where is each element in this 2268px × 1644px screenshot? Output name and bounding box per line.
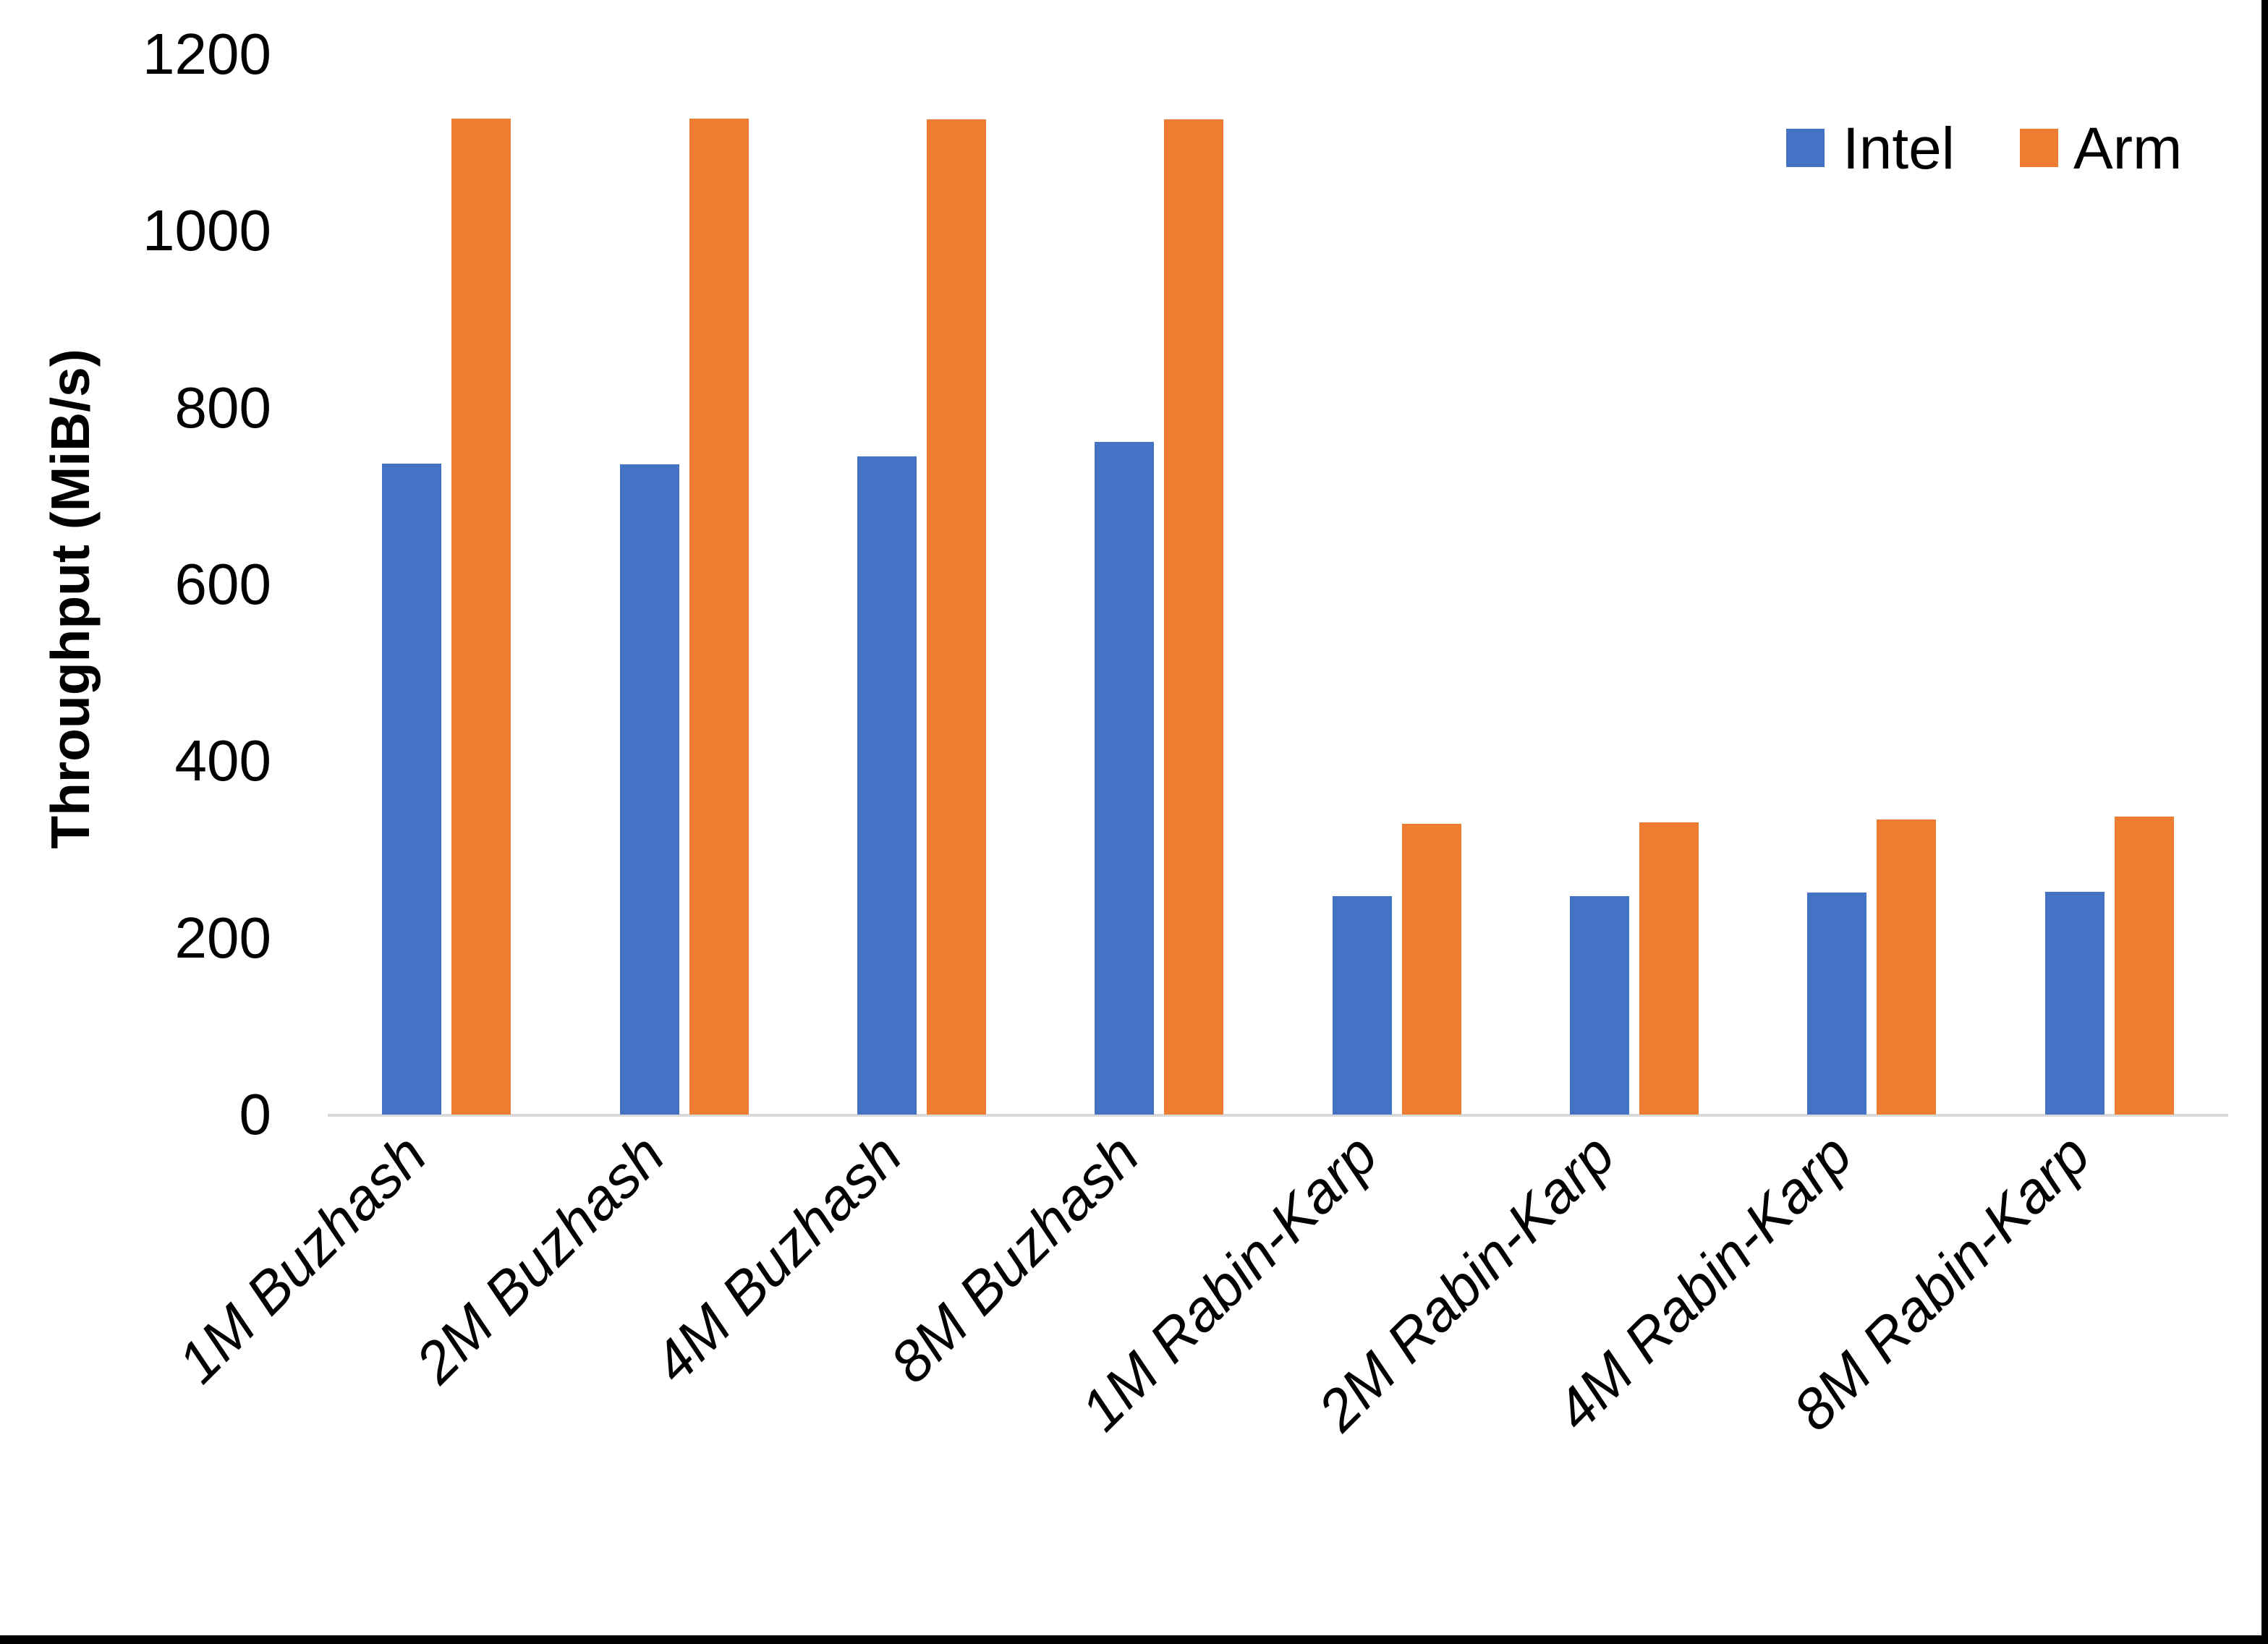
y-axis-tick-label: 400 bbox=[174, 728, 271, 793]
bar-arm-8m-rabin-karp bbox=[2115, 817, 2174, 1115]
bar-intel-4m-rabin-karp bbox=[1807, 893, 1866, 1115]
y-axis-tick-label: 0 bbox=[239, 1082, 272, 1146]
y-axis-tick-label: 600 bbox=[174, 552, 271, 616]
x-axis-category-label: 2M Buzhash bbox=[403, 1122, 677, 1395]
bar-intel-4m-buzhash bbox=[857, 456, 917, 1115]
x-axis-line bbox=[328, 1114, 2228, 1117]
bar-intel-8m-rabin-karp bbox=[2045, 892, 2105, 1115]
bar-intel-1m-buzhash bbox=[382, 464, 441, 1115]
page-bottom-border bbox=[0, 1635, 2268, 1644]
y-axis-tick-label: 800 bbox=[174, 375, 271, 440]
bar-arm-8m-buzhash bbox=[1164, 119, 1223, 1115]
bar-arm-1m-rabin-karp bbox=[1402, 824, 1461, 1115]
legend-label-intel: Intel bbox=[1843, 116, 1955, 182]
bar-intel-1m-rabin-karp bbox=[1333, 896, 1392, 1115]
bar-arm-1m-buzhash bbox=[451, 119, 511, 1115]
x-axis-category-label: 1M Buzhash bbox=[165, 1122, 439, 1395]
page-right-border bbox=[2261, 0, 2268, 1644]
y-axis-tick-label: 200 bbox=[174, 906, 271, 970]
bar-intel-2m-rabin-karp bbox=[1570, 896, 1629, 1115]
legend-label-arm: Arm bbox=[2073, 116, 2183, 182]
y-axis-tick-label: 1200 bbox=[143, 22, 271, 86]
y-axis-tick-label: 1000 bbox=[143, 198, 271, 263]
bar-arm-2m-buzhash bbox=[689, 119, 749, 1115]
legend-swatch-intel bbox=[1786, 129, 1825, 167]
bar-arm-4m-buzhash bbox=[927, 119, 986, 1115]
legend-swatch-arm bbox=[2020, 129, 2058, 167]
bar-intel-2m-buzhash bbox=[620, 464, 679, 1115]
bar-arm-4m-rabin-karp bbox=[1877, 819, 1936, 1115]
x-axis-category-label: 4M Buzhash bbox=[640, 1122, 914, 1395]
bar-intel-8m-buzhash bbox=[1095, 442, 1154, 1115]
bar-arm-2m-rabin-karp bbox=[1639, 822, 1699, 1115]
